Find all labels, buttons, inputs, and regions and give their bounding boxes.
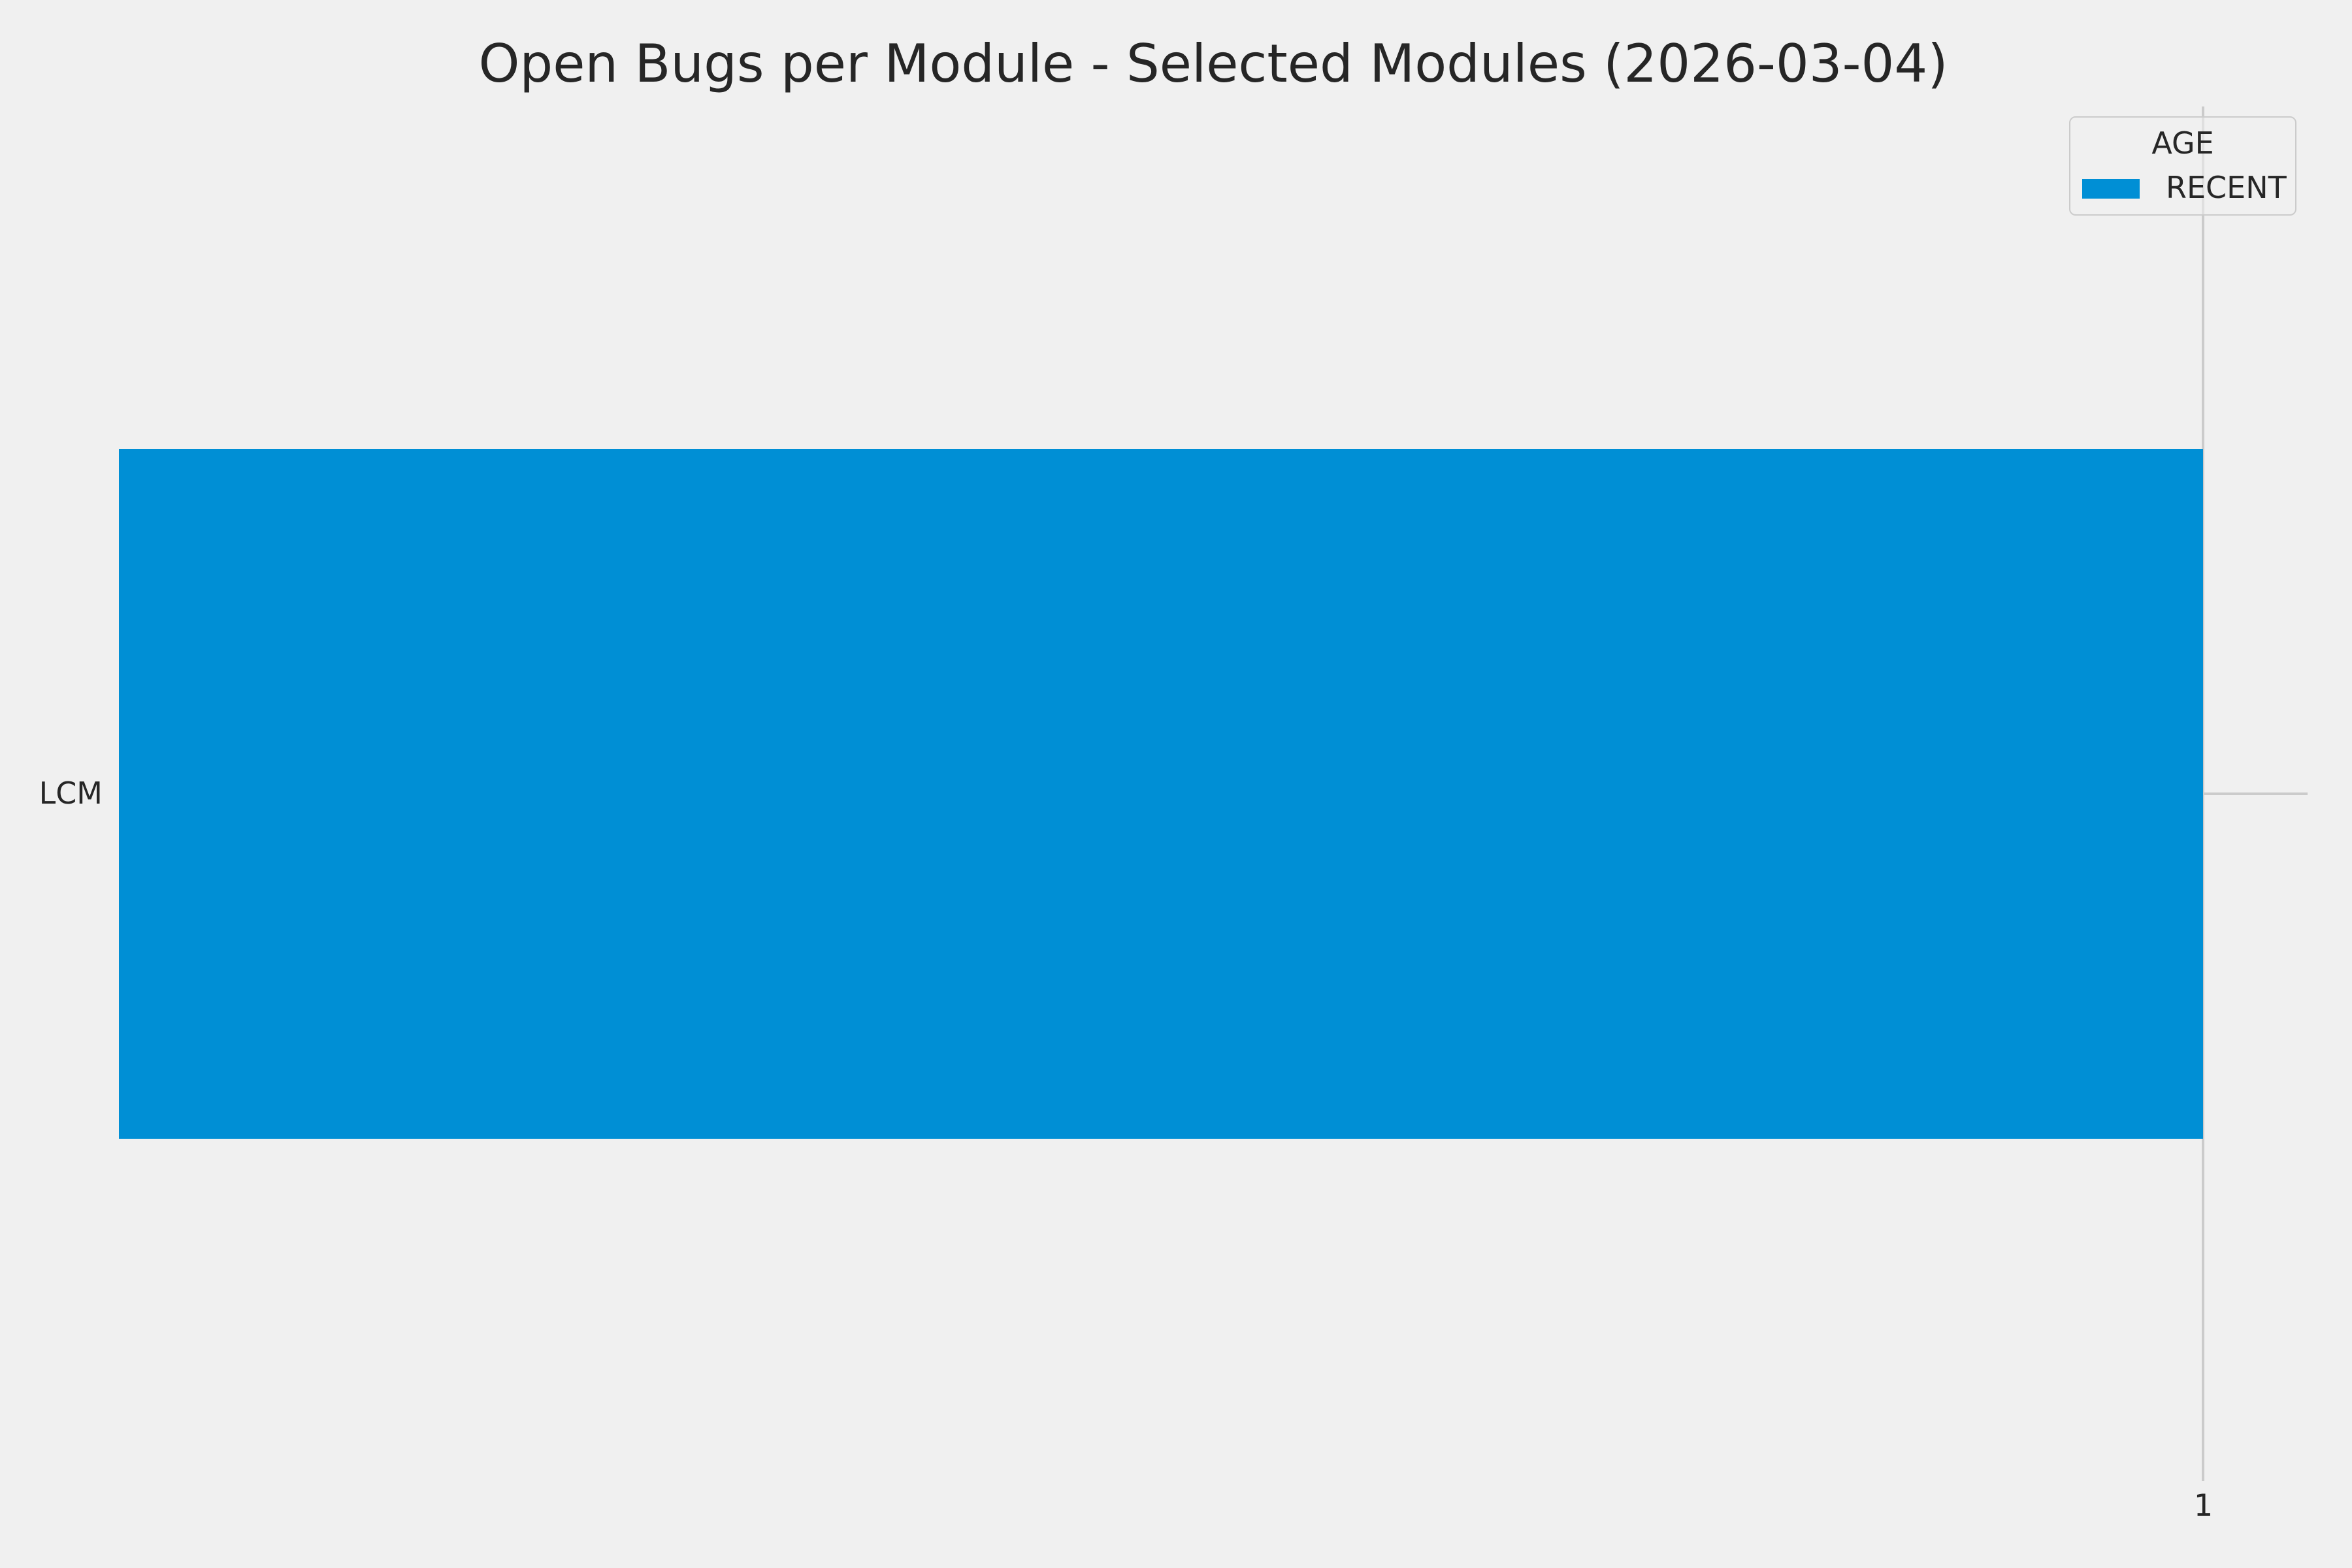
x-tick-label-1: 1 bbox=[2193, 1488, 2213, 1523]
legend: AGE RECENT bbox=[2069, 116, 2296, 216]
plot-area bbox=[119, 106, 2308, 1481]
x-axis: 1 bbox=[119, 1488, 2308, 1527]
y-tick-label-lcm: LCM bbox=[39, 776, 103, 811]
legend-swatch-recent bbox=[2082, 179, 2140, 199]
legend-label-recent: RECENT bbox=[2166, 170, 2287, 205]
x-gridline-1 bbox=[2202, 106, 2205, 1481]
bar-lcm bbox=[119, 448, 2204, 1139]
chart-title: Open Bugs per Module - Selected Modules … bbox=[478, 33, 1948, 94]
legend-title: AGE bbox=[2151, 125, 2214, 161]
